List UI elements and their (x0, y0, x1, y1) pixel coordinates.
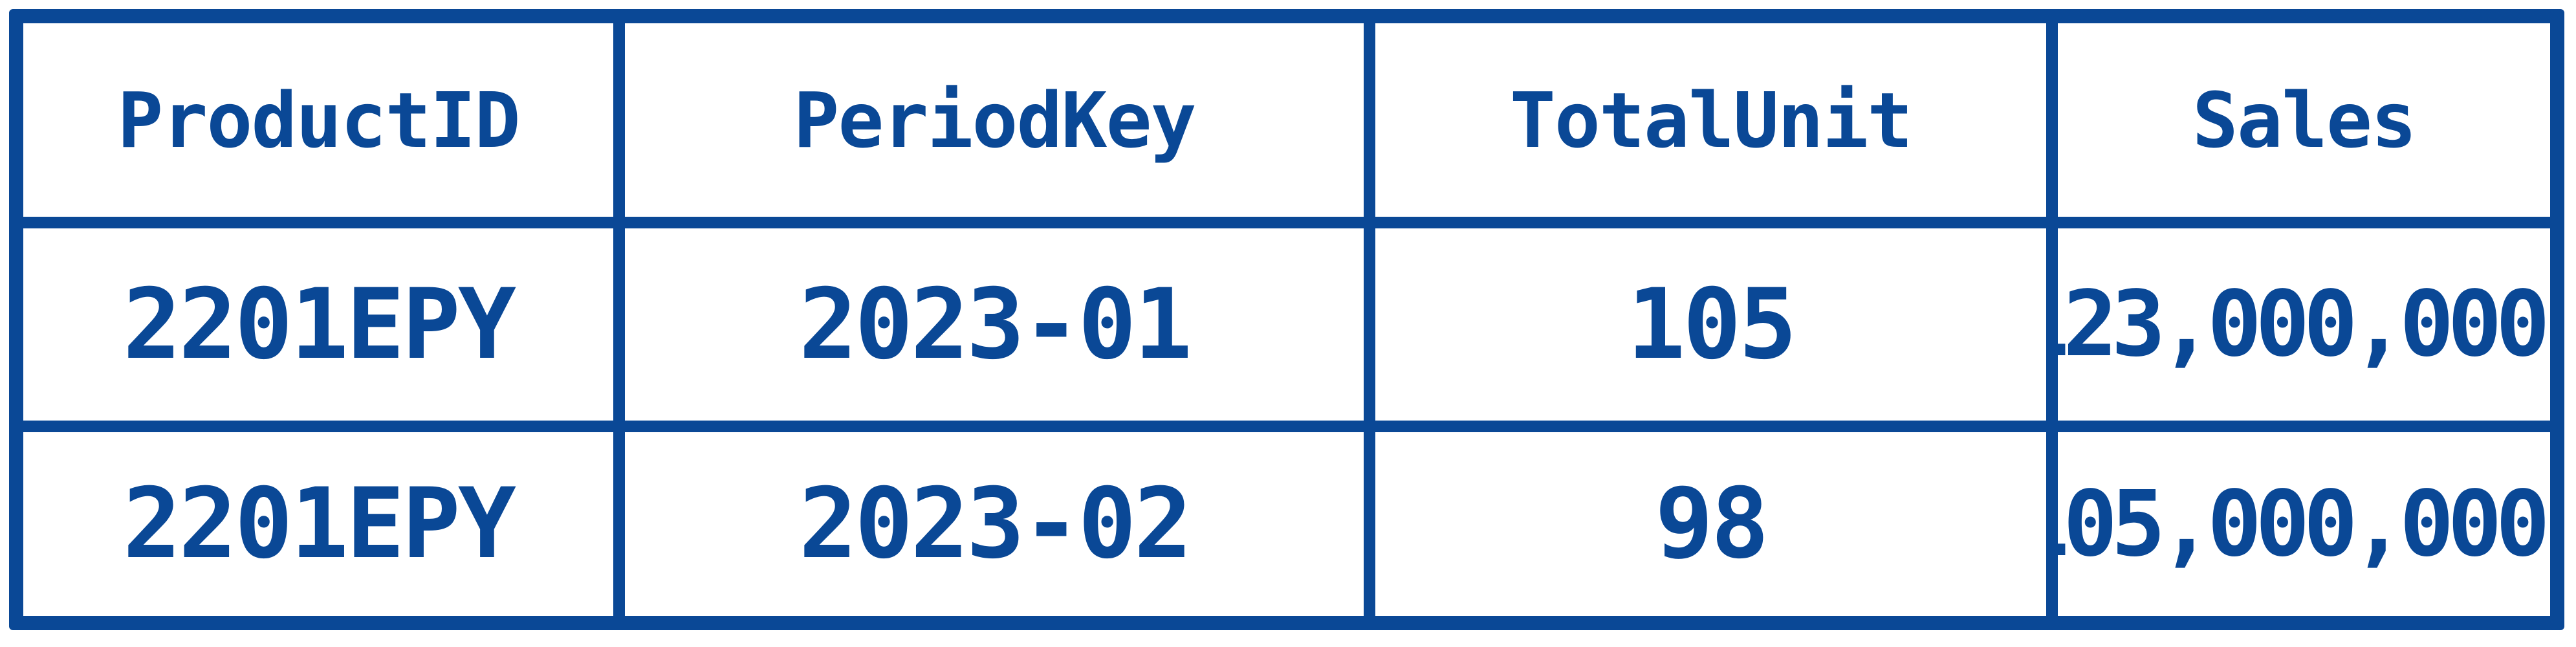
row2-periodkey: 2023-02 (625, 432, 1375, 616)
header-periodkey: PeriodKey (625, 23, 1375, 228)
header-productid: ProductID (23, 23, 625, 228)
row1-periodkey: 2023-01 (625, 228, 1375, 432)
data-table: ProductID PeriodKey TotalUnit Sales 2201… (9, 9, 2564, 630)
row1-sales: 123,000,000 (2058, 228, 2550, 432)
row2-totalunit: 98 (1375, 432, 2058, 616)
header-sales: Sales (2058, 23, 2550, 228)
row2-productid: 2201EPY (23, 432, 625, 616)
row1-productid: 2201EPY (23, 228, 625, 432)
row2-sales: 105,000,000 (2058, 471, 2550, 577)
header-totalunit: TotalUnit (1375, 23, 2058, 228)
row1-totalunit: 105 (1375, 228, 2058, 432)
